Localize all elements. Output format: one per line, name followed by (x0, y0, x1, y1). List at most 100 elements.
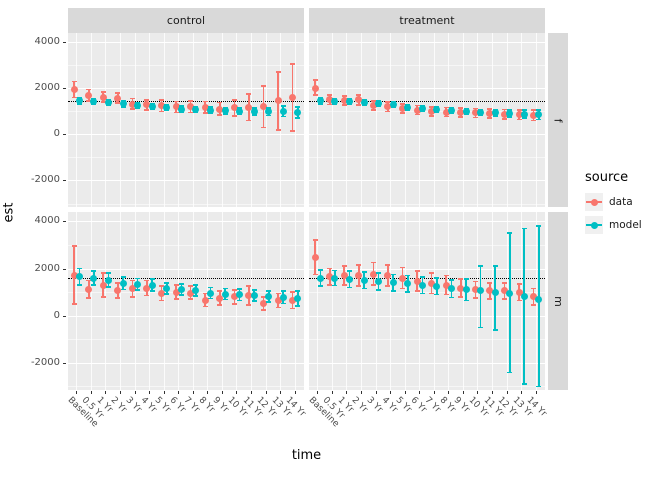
error-bar-cap-bottom (266, 114, 272, 117)
y-axis-title: est (1, 202, 17, 223)
gridline-vertical (346, 33, 348, 207)
model-point (265, 293, 273, 301)
error-bar-cap-top (129, 279, 135, 282)
error-bar-cap-bottom (149, 290, 155, 292)
error-bar-cap-bottom (261, 309, 267, 311)
model-point (75, 273, 83, 281)
gridline-minor (68, 386, 304, 388)
error-bar-cap-top (266, 290, 272, 292)
legend: source data model (585, 170, 672, 239)
error-bar-cap-bottom (115, 297, 121, 299)
facet-strip-f: f (548, 33, 568, 207)
x-tick-mark (492, 391, 494, 394)
error-bar-cap-bottom (76, 284, 82, 286)
model-point (119, 100, 127, 108)
data-point (99, 281, 107, 289)
data-point (245, 292, 253, 300)
data-point (442, 108, 450, 116)
data-point (413, 106, 421, 114)
model-point (236, 107, 244, 115)
gridline-vertical (207, 33, 209, 207)
error-bar-cap-bottom (516, 299, 522, 302)
error-bar-cap-top (246, 285, 252, 288)
error-bar-cap-bottom (385, 285, 391, 288)
error-bar-cap-bottom (414, 290, 420, 292)
gridline-vertical (105, 33, 107, 207)
error-bar-cap-bottom (164, 293, 170, 295)
gridline-major (68, 221, 304, 223)
data-point (260, 103, 268, 111)
error-bar-cap-bottom (275, 128, 281, 131)
error-bar-cap-top (159, 99, 165, 102)
legend-title: source (585, 170, 629, 185)
error-bar-cap-top (341, 95, 347, 97)
x-tick-mark (477, 391, 479, 394)
y-tick-mark (63, 221, 66, 223)
model-point (206, 289, 214, 297)
model-point (331, 97, 339, 105)
data-point (399, 105, 407, 113)
gridline-vertical (506, 212, 508, 390)
gridline-vertical (192, 212, 194, 390)
error-bar-cap-bottom (237, 299, 243, 302)
gridline-vertical (331, 33, 333, 207)
model-point (134, 102, 142, 110)
error-bar-cap-bottom (129, 108, 135, 110)
data-point (413, 278, 421, 286)
error-bar-cap-bottom (414, 113, 420, 116)
error-bar-cap-bottom (231, 115, 237, 117)
panel-m-control (68, 212, 304, 390)
error-bar-cap-bottom (376, 289, 382, 291)
error-bar-cap-top (521, 227, 527, 230)
error-bar-cap-bottom (356, 285, 362, 288)
data-point (230, 293, 238, 301)
model-point (134, 281, 142, 289)
data-point (311, 254, 319, 262)
model-point (389, 101, 397, 109)
model-point (433, 106, 441, 114)
gridline-vertical (178, 212, 180, 390)
error-bar-cap-bottom (246, 119, 252, 122)
x-tick-mark (76, 391, 78, 394)
gridline-minor (309, 203, 545, 205)
x-tick-mark (178, 391, 180, 394)
data-point (260, 300, 268, 308)
model-point (148, 103, 156, 111)
gridline-vertical (90, 33, 92, 207)
error-bar-cap-top (346, 270, 352, 272)
error-bar-cap-bottom (280, 115, 286, 118)
gridline-vertical (390, 33, 392, 207)
error-bar-cap-bottom (295, 117, 301, 120)
gridline-vertical (119, 33, 121, 207)
error-bar-cap-bottom (502, 117, 508, 120)
error-bar-cap-top (341, 265, 347, 268)
error-bar-cap-top (429, 272, 435, 275)
error-bar-cap-top (115, 281, 121, 284)
gridline-vertical (90, 212, 92, 390)
data-point (172, 288, 180, 296)
error-bar-cap-top (492, 265, 498, 268)
gridline-vertical (448, 33, 450, 207)
gridline-vertical (360, 212, 362, 390)
error-bar-cap-bottom (463, 299, 469, 302)
error-bar-cap-bottom (356, 104, 362, 106)
x-tick-mark (404, 391, 406, 394)
gridline-vertical (149, 33, 151, 207)
x-tick-mark (251, 391, 253, 394)
data-point (457, 109, 465, 116)
error-bar (538, 226, 540, 387)
error-bar-cap-bottom (434, 293, 440, 296)
model-point (345, 275, 353, 283)
gridline-vertical (433, 33, 435, 207)
error-bar-cap-top (207, 286, 213, 289)
model-point (294, 295, 302, 303)
error-bar-cap-bottom (472, 116, 478, 119)
error-bar-cap-bottom (266, 301, 272, 304)
gridline-major (309, 180, 545, 182)
error-bar-cap-top (178, 283, 184, 285)
error-bar-cap-top (521, 109, 527, 111)
model-point (250, 292, 258, 300)
y-tick-mark (63, 362, 66, 364)
error-bar-cap-bottom (448, 296, 454, 299)
model-point (375, 100, 383, 108)
